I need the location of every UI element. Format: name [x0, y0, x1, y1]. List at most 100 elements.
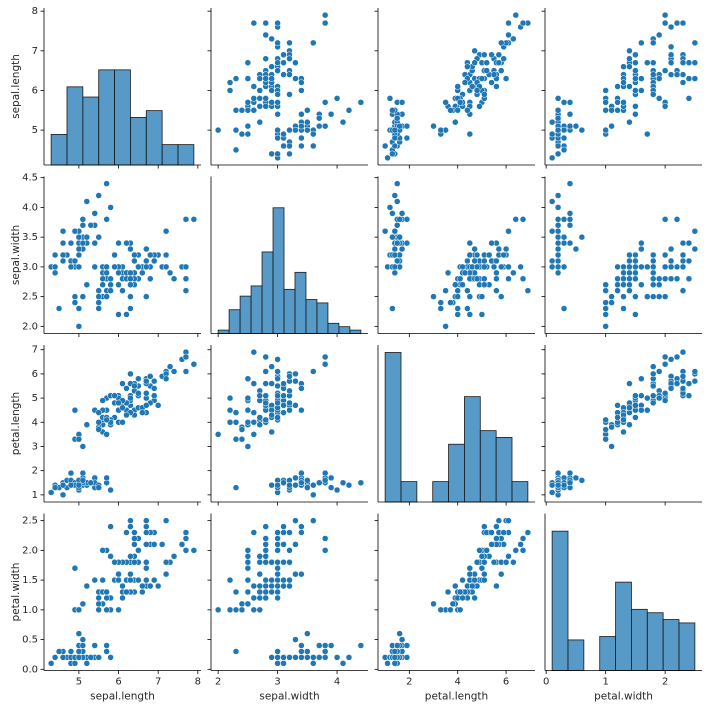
x-axis-label: sepal.width [259, 691, 319, 703]
y-tick-label: 0.0 [22, 664, 38, 675]
scatter-point [244, 443, 252, 450]
scatter-point [321, 19, 329, 27]
y-tick-label: 2 [32, 466, 38, 477]
scatter-point [262, 31, 269, 39]
scatter-point [667, 275, 675, 283]
scatter-point [608, 107, 615, 114]
scatter-point [321, 122, 329, 130]
scatter-point [444, 269, 452, 277]
scatter-point [626, 63, 633, 70]
scatter-panel [207, 345, 368, 506]
scatter-point [519, 535, 527, 542]
scatter-point [75, 435, 83, 443]
scatter-point [638, 245, 645, 253]
histogram-bar [305, 299, 318, 334]
scatter-point [232, 606, 240, 614]
y-tick-label: 4.5 [22, 173, 38, 184]
scatter-point [493, 257, 500, 265]
scatter-point [471, 257, 478, 265]
scatter-point [286, 559, 293, 566]
scatter-point [127, 517, 134, 524]
scatter-point [274, 59, 281, 66]
scatter-point [182, 535, 190, 542]
scatter-point [135, 263, 142, 271]
scatter-point [691, 59, 699, 66]
scatter-point [274, 570, 281, 578]
scatter-point [170, 368, 178, 375]
scatter-point [493, 287, 500, 294]
scatter-point [321, 477, 329, 484]
scatter-point [280, 402, 287, 409]
scatter-point [661, 263, 669, 271]
scatter-point [554, 192, 562, 199]
scatter-point [244, 419, 252, 426]
scatter-point [560, 263, 568, 271]
scatter-point [292, 402, 299, 409]
scatter-point [67, 263, 75, 271]
scatter-point [59, 654, 67, 661]
scatter-point [59, 239, 67, 247]
scatter-point [226, 394, 234, 402]
scatter-point [262, 380, 269, 387]
scatter-point [95, 600, 102, 608]
scatter-point [386, 204, 394, 211]
scatter-point [655, 95, 663, 102]
scatter-point [71, 660, 79, 667]
scatter-point [691, 377, 699, 385]
scatter-point [238, 107, 246, 114]
scatter-point [554, 251, 562, 259]
scatter-point [626, 380, 633, 387]
scatter-point [143, 541, 150, 548]
x-axis-label: petal.width [594, 691, 653, 703]
scatter-point [391, 227, 399, 235]
x-tick-label: 8 [195, 677, 201, 688]
scatter-point [71, 257, 79, 265]
histogram-bar [217, 329, 230, 334]
scatter-point [280, 142, 287, 150]
scatter-point [481, 51, 488, 59]
scatter-point [500, 251, 507, 259]
scatter-point [667, 385, 675, 392]
scatter-point [644, 293, 651, 300]
scatter-point [685, 95, 693, 102]
scatter-point [481, 257, 488, 265]
scatter-point [298, 648, 305, 655]
scatter-point [226, 87, 234, 94]
scatter-point [268, 380, 275, 387]
scatter-point [661, 390, 669, 397]
scatter-point [473, 251, 481, 259]
scatter-point [147, 251, 154, 259]
scatter-point [79, 636, 87, 643]
scatter-point [232, 484, 240, 491]
scatter-point [103, 606, 110, 614]
scatter-point [655, 368, 663, 375]
scatter-point [333, 95, 341, 102]
scatter-point [268, 99, 275, 106]
scatter-point [103, 588, 110, 596]
scatter-point [548, 257, 556, 265]
scatter-point [103, 216, 110, 223]
scatter-point [91, 263, 98, 271]
scatter-point [262, 547, 269, 554]
scatter-point [226, 406, 234, 414]
scatter-point [485, 251, 493, 259]
scatter-point [286, 142, 293, 150]
scatter-point [396, 233, 403, 241]
scatter-point [256, 570, 264, 578]
scatter-point [495, 245, 503, 253]
scatter-point [123, 239, 130, 247]
scatter-point [244, 547, 252, 554]
scatter-point [626, 257, 633, 265]
scatter-point [274, 529, 281, 536]
scatter-point [321, 353, 329, 361]
scatter-point [602, 426, 609, 433]
scatter-point [280, 380, 287, 387]
scatter-point [608, 122, 615, 130]
scatter-point [464, 257, 471, 265]
scatter-point [268, 150, 275, 158]
scatter-point [298, 122, 305, 130]
scatter-point [190, 360, 198, 368]
scatter-point [321, 535, 329, 542]
scatter-point [280, 660, 287, 667]
